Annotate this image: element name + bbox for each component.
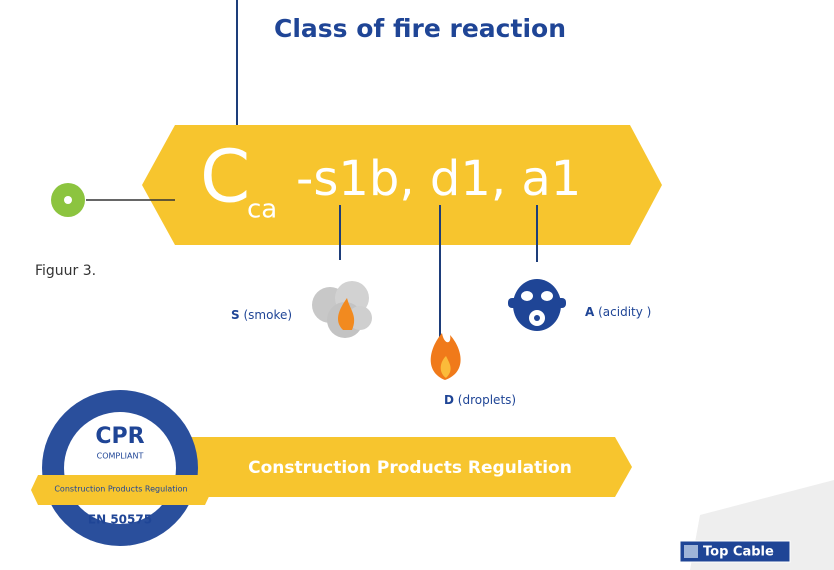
label-key: D <box>444 393 454 407</box>
label-droplets: D (droplets) <box>444 393 516 407</box>
badge-standard: EN 50575 <box>88 513 152 527</box>
banner-text: Construction Products Regulation <box>248 458 572 478</box>
label-text: (smoke) <box>243 308 292 322</box>
code-subscript: ca <box>247 195 277 225</box>
mask-icon <box>508 279 566 331</box>
label-acidity: A (acidity ) <box>585 305 651 319</box>
code-suffix: -s1b, d1, a1 <box>296 151 581 207</box>
label-key: A <box>585 305 595 319</box>
badge-title: CPR <box>95 424 144 449</box>
logo-icon <box>684 545 698 558</box>
label-text: (droplets) <box>458 393 516 407</box>
marker-dot <box>64 196 72 204</box>
logo-text: Top Cable <box>703 545 774 560</box>
infographic: Class of fire reaction C ca -s1b, d1, a1… <box>0 0 834 570</box>
title: Class of fire reaction <box>274 14 566 43</box>
caption: Figuur 3. <box>35 263 96 279</box>
label-key: S <box>231 308 240 322</box>
label-smoke: S (smoke) <box>231 308 292 322</box>
smoke-icon <box>312 281 372 338</box>
code-letter: C <box>200 135 250 219</box>
label-text: (acidity ) <box>598 305 651 319</box>
badge-ribbon: Construction Products Regulation <box>54 485 187 494</box>
badge-subtitle: COMPLIANT <box>97 452 144 461</box>
